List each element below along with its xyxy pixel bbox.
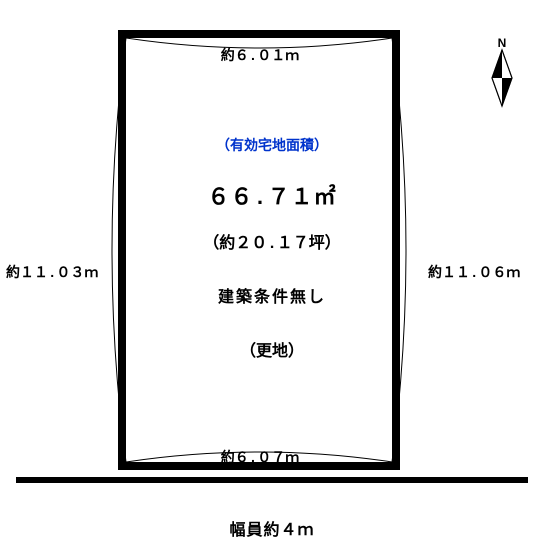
- lot-info: （有効宅地面積） ６６.７１㎡ （約２０.１７坪） 建築条件無し （更地）: [203, 135, 341, 361]
- info-condition: 建築条件無し: [203, 283, 341, 307]
- dim-top: 約６.０１ｍ: [221, 45, 299, 65]
- road-width-label: 幅員約４ｍ: [229, 516, 314, 540]
- info-state: （更地）: [203, 337, 341, 361]
- road-line: [16, 477, 528, 483]
- info-heading: （有効宅地面積）: [203, 135, 341, 155]
- plot-diagram: 約６.０１ｍ 約６.０７ｍ 約１１.０３ｍ 約１１.０６ｍ （有効宅地面積） ６…: [0, 0, 544, 549]
- svg-text:N: N: [498, 36, 507, 50]
- dim-right: 約１１.０６ｍ: [428, 262, 520, 282]
- info-area: ６６.７１㎡: [203, 179, 341, 211]
- compass-icon: N: [472, 36, 532, 110]
- dim-bottom: 約６.０７ｍ: [221, 447, 299, 467]
- info-tsubo: （約２０.１７坪）: [203, 229, 341, 253]
- dim-left: 約１１.０３ｍ: [6, 262, 98, 282]
